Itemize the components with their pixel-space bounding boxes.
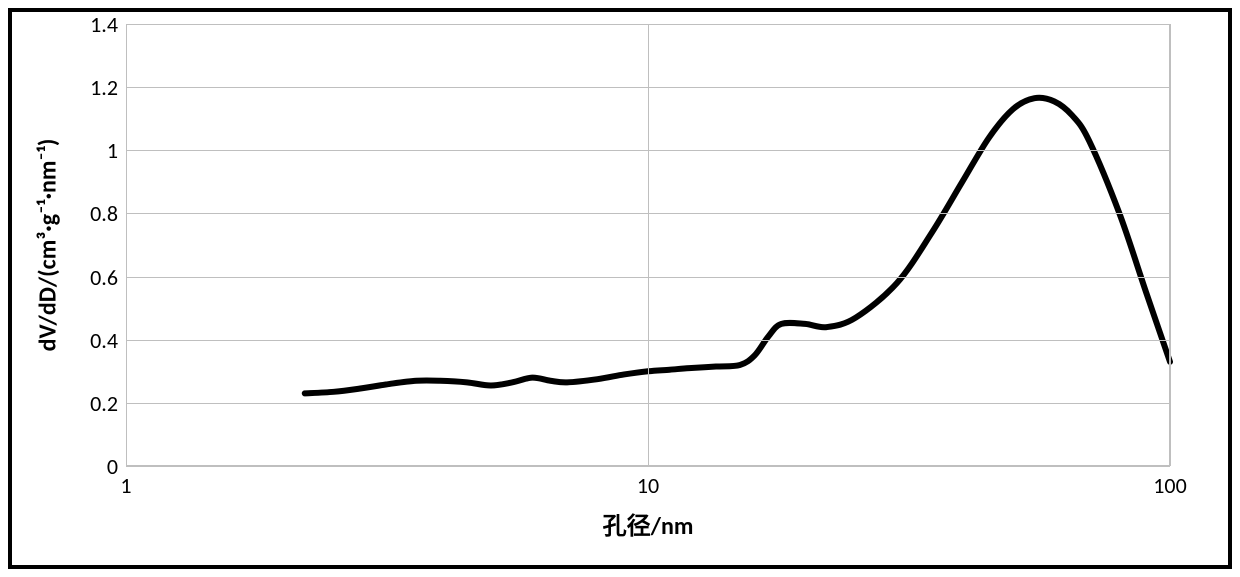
- x-gridline: [1170, 24, 1171, 466]
- y-tick-label: 1.2: [90, 74, 118, 101]
- plot-area: [126, 24, 1170, 466]
- y-tick-label: 0: [107, 453, 118, 480]
- x-tick-label: 10: [637, 472, 659, 499]
- y-tick-label: 0.2: [90, 390, 118, 417]
- y-tick-label: 0.8: [90, 200, 118, 227]
- y-tick-label: 1.4: [90, 11, 118, 38]
- x-tick-label: 1: [120, 472, 131, 499]
- y-tick-label: 1: [107, 137, 118, 164]
- plot-border: [126, 24, 1170, 466]
- y-gridline: [126, 466, 1170, 467]
- y-tick-label: 0.4: [90, 327, 118, 354]
- x-tick-label: 100: [1153, 472, 1186, 499]
- y-axis-label: dV/dD/(cm³·g⁻¹·nm⁻¹): [34, 139, 63, 352]
- y-tick-label: 0.6: [90, 264, 118, 291]
- x-axis-label: 孔径/nm: [603, 506, 694, 541]
